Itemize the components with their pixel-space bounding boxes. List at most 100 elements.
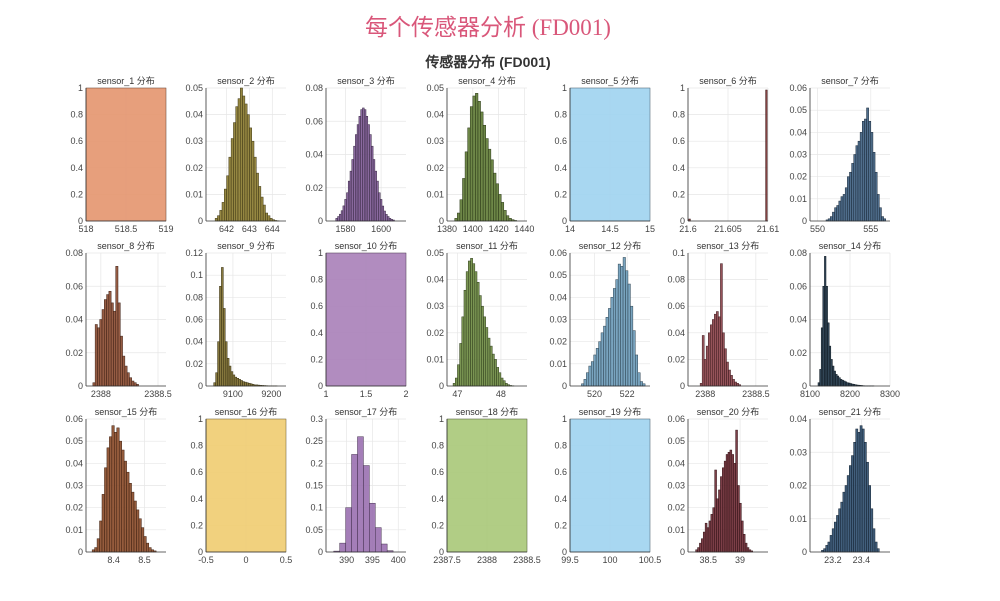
y-tick-label: 0.03 (789, 447, 807, 457)
histogram-bar (487, 337, 491, 387)
histogram-bar (481, 305, 484, 387)
histogram-panel: 0 0.01 0.02 0.03 0.04 0.05 642 643 644 sensor_2 分… (185, 75, 286, 234)
x-tick-label: 0.5 (280, 555, 293, 565)
y-tick-label: 0.06 (549, 248, 567, 258)
histogram-bar (233, 122, 236, 222)
histogram-bar (96, 538, 100, 553)
y-tick-label: 0.02 (305, 183, 323, 193)
panel-title: sensor_9 分布 (217, 240, 275, 251)
histogram-bar (485, 138, 489, 222)
histogram-bar (840, 196, 844, 222)
histogram-panel: 0 0.2 0.4 0.6 0.8 1 518 518.5 519 sensor_1 分布 (70, 75, 173, 234)
histogram-bar (369, 502, 376, 553)
histogram-bar (385, 214, 388, 222)
histogram-bar (583, 379, 587, 387)
y-tick-label: 0.08 (305, 83, 323, 93)
panel-title: sensor_16 分布 (215, 406, 278, 417)
histogram-bar (846, 475, 850, 553)
histogram-bar (876, 194, 880, 222)
histogram-panel: 0 0.01 0.02 0.03 0.04 0.05 0.06 38.5 39 sensor_20… (667, 406, 768, 565)
histogram-bar (586, 372, 590, 387)
histogram-bar (363, 465, 370, 553)
y-tick-label: 0.05 (305, 525, 323, 535)
histogram-bar (840, 501, 844, 553)
histogram-bar (213, 382, 216, 387)
histogram-bar (468, 260, 471, 387)
panel-title: sensor_13 分布 (697, 240, 760, 251)
histogram-bar (110, 302, 114, 387)
histogram-bar (730, 375, 733, 387)
y-tick-label: 0.06 (789, 83, 807, 93)
histogram-bar (861, 428, 865, 553)
histogram-bar (457, 364, 460, 387)
x-tick-label: 8.4 (107, 555, 120, 565)
histogram-panel: 0 0.02 0.04 0.06 0.08 1580 1600 sensor_3 分布 (305, 75, 406, 234)
histogram-bar (461, 316, 465, 387)
x-tick-label: 21.61 (757, 224, 780, 234)
histogram-panel: 0 0.2 0.4 0.6 0.8 1 99.5 100 100.5 sensor_19 分布 (554, 406, 661, 565)
histogram-bar (716, 498, 719, 553)
x-tick-label: 39 (735, 555, 745, 565)
histogram-bar (131, 491, 135, 553)
x-tick-label: 642 (219, 224, 234, 234)
y-tick-label: 0.01 (667, 525, 685, 535)
x-tick-label: 48 (496, 389, 506, 399)
y-tick-label: 0.04 (426, 110, 444, 120)
histogram-bar (325, 252, 407, 387)
histogram-bar (351, 454, 358, 553)
histogram-bar (733, 463, 736, 553)
histogram-panel: 0 0.2 0.4 0.6 0.8 1 2387.5 2388 2388.5 sensor_18 … (431, 406, 540, 565)
histogram-bar (630, 305, 634, 387)
y-tick-label: 0.02 (549, 337, 567, 347)
histogram-bar (739, 502, 742, 553)
x-tick-label: 2388 (695, 389, 715, 399)
y-tick-label: 0.02 (789, 172, 807, 182)
y-tick-label: 0.04 (305, 150, 323, 160)
y-tick-label: 0.05 (426, 83, 444, 93)
histogram-panel: 0 0.05 0.1 0.15 0.2 0.25 0.3 390 395 400 sensor_17… (305, 406, 406, 565)
histogram-bar (455, 377, 458, 387)
x-tick-label: 520 (587, 389, 602, 399)
panel-title: sensor_19 分布 (579, 406, 642, 417)
y-tick-label: 0.02 (667, 503, 685, 513)
x-tick-label: 1400 (463, 224, 483, 234)
histogram-bar (375, 527, 382, 553)
histogram-bar (866, 107, 869, 222)
y-tick-label: 0.03 (426, 301, 444, 311)
histogram-bar (502, 380, 506, 387)
histogram-bar (836, 515, 839, 553)
histogram-panel: 0 0.02 0.04 0.06 0.08 8100 8200 8300 sensor_14 分… (789, 240, 900, 399)
histogram-bar (248, 382, 251, 387)
histogram-bar (617, 263, 621, 387)
histogram-bar (876, 548, 880, 553)
histogram-bar (224, 188, 227, 222)
histogram-panel: 0 0.01 0.02 0.03 0.04 0.05 0.06 520 522 sensor_12… (549, 240, 650, 399)
x-tick-label: 9100 (223, 389, 243, 399)
y-tick-label: 0 (198, 216, 203, 226)
histogram-bar (265, 212, 268, 222)
y-tick-label: 0 (78, 216, 83, 226)
histogram-bar (765, 89, 768, 222)
histogram-bar (472, 95, 476, 222)
histogram-bar (849, 465, 852, 553)
y-tick-label: 1 (198, 414, 203, 424)
panel-title: sensor_17 分布 (335, 406, 398, 417)
y-tick-label: 0.1 (190, 270, 203, 280)
histogram-bar (224, 341, 228, 387)
histogram-bar (823, 548, 826, 553)
y-tick-label: 0 (318, 216, 323, 226)
y-tick-label: 0.05 (65, 436, 83, 446)
figure-title: 传感器分布 (FD001) (425, 54, 551, 70)
histogram-bar (462, 178, 466, 222)
x-tick-label: 519 (158, 224, 173, 234)
histogram-bar (825, 545, 829, 553)
histogram-bar (482, 124, 486, 222)
y-tick-label: 0.06 (305, 116, 323, 126)
histogram-bar (864, 118, 867, 222)
histogram-bar (844, 187, 848, 222)
y-tick-label: 0.05 (667, 436, 685, 446)
histogram-bar (701, 335, 705, 387)
histogram-panel: 0 0.2 0.4 0.6 0.8 1 21.6 21.605 21.61 sensor_6 分布 (672, 75, 779, 234)
histogram-bar (92, 382, 96, 387)
histogram-bar (725, 454, 729, 553)
